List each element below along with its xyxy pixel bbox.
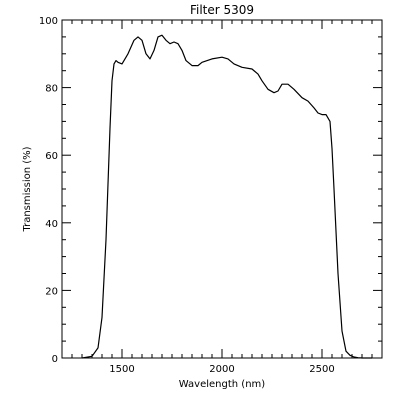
y-tick-label: 60 xyxy=(45,151,58,162)
y-tick-label: 100 xyxy=(39,16,58,27)
y-axis-label: Transmission (%) xyxy=(22,146,33,232)
axis-tick-labels: 1500 2000 2500 0 20 40 60 80 100 xyxy=(39,16,335,375)
chart-title: Filter 5309 xyxy=(190,3,254,17)
x-tick-label: 2000 xyxy=(209,364,234,375)
plot-frame xyxy=(61,19,383,359)
y-tick-label: 0 xyxy=(52,354,58,365)
y-tick-label: 80 xyxy=(45,84,58,95)
y-tick-label: 40 xyxy=(45,219,58,230)
y-tick-label: 20 xyxy=(45,286,58,297)
x-tick-label: 2500 xyxy=(309,364,334,375)
x-tick-label: 1500 xyxy=(109,364,134,375)
x-axis-label: Wavelength (nm) xyxy=(179,379,265,390)
transmission-curve xyxy=(81,34,372,359)
